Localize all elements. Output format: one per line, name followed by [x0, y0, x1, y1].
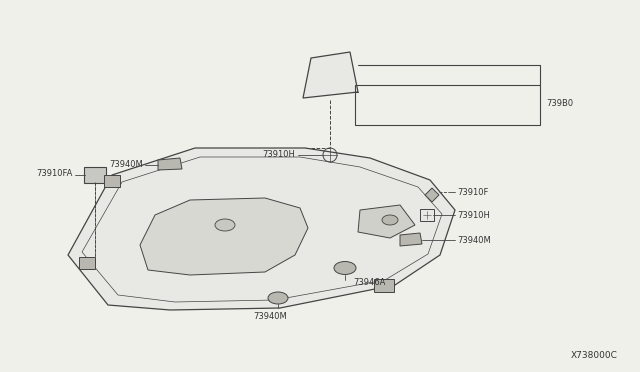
Polygon shape: [158, 158, 182, 170]
Polygon shape: [400, 233, 422, 246]
Text: 73910H: 73910H: [457, 211, 490, 219]
FancyBboxPatch shape: [84, 167, 106, 183]
Polygon shape: [68, 148, 455, 310]
FancyBboxPatch shape: [104, 175, 120, 187]
Text: 73940M: 73940M: [253, 312, 287, 321]
Text: 73910FA: 73910FA: [36, 169, 73, 177]
Text: 73940M: 73940M: [457, 235, 491, 244]
Text: 739B0: 739B0: [546, 99, 573, 108]
Polygon shape: [140, 198, 308, 275]
Polygon shape: [358, 205, 415, 238]
Ellipse shape: [215, 219, 235, 231]
Ellipse shape: [382, 215, 398, 225]
Polygon shape: [303, 52, 358, 98]
Text: 73910F: 73910F: [457, 187, 488, 196]
Text: X738000C: X738000C: [571, 351, 618, 360]
FancyBboxPatch shape: [374, 279, 394, 292]
Ellipse shape: [268, 292, 288, 304]
Text: 73940M: 73940M: [109, 160, 143, 169]
Ellipse shape: [334, 262, 356, 275]
FancyBboxPatch shape: [79, 257, 95, 269]
Text: 73946A: 73946A: [353, 278, 385, 287]
Text: 73910H: 73910H: [262, 150, 295, 158]
Polygon shape: [425, 188, 439, 202]
